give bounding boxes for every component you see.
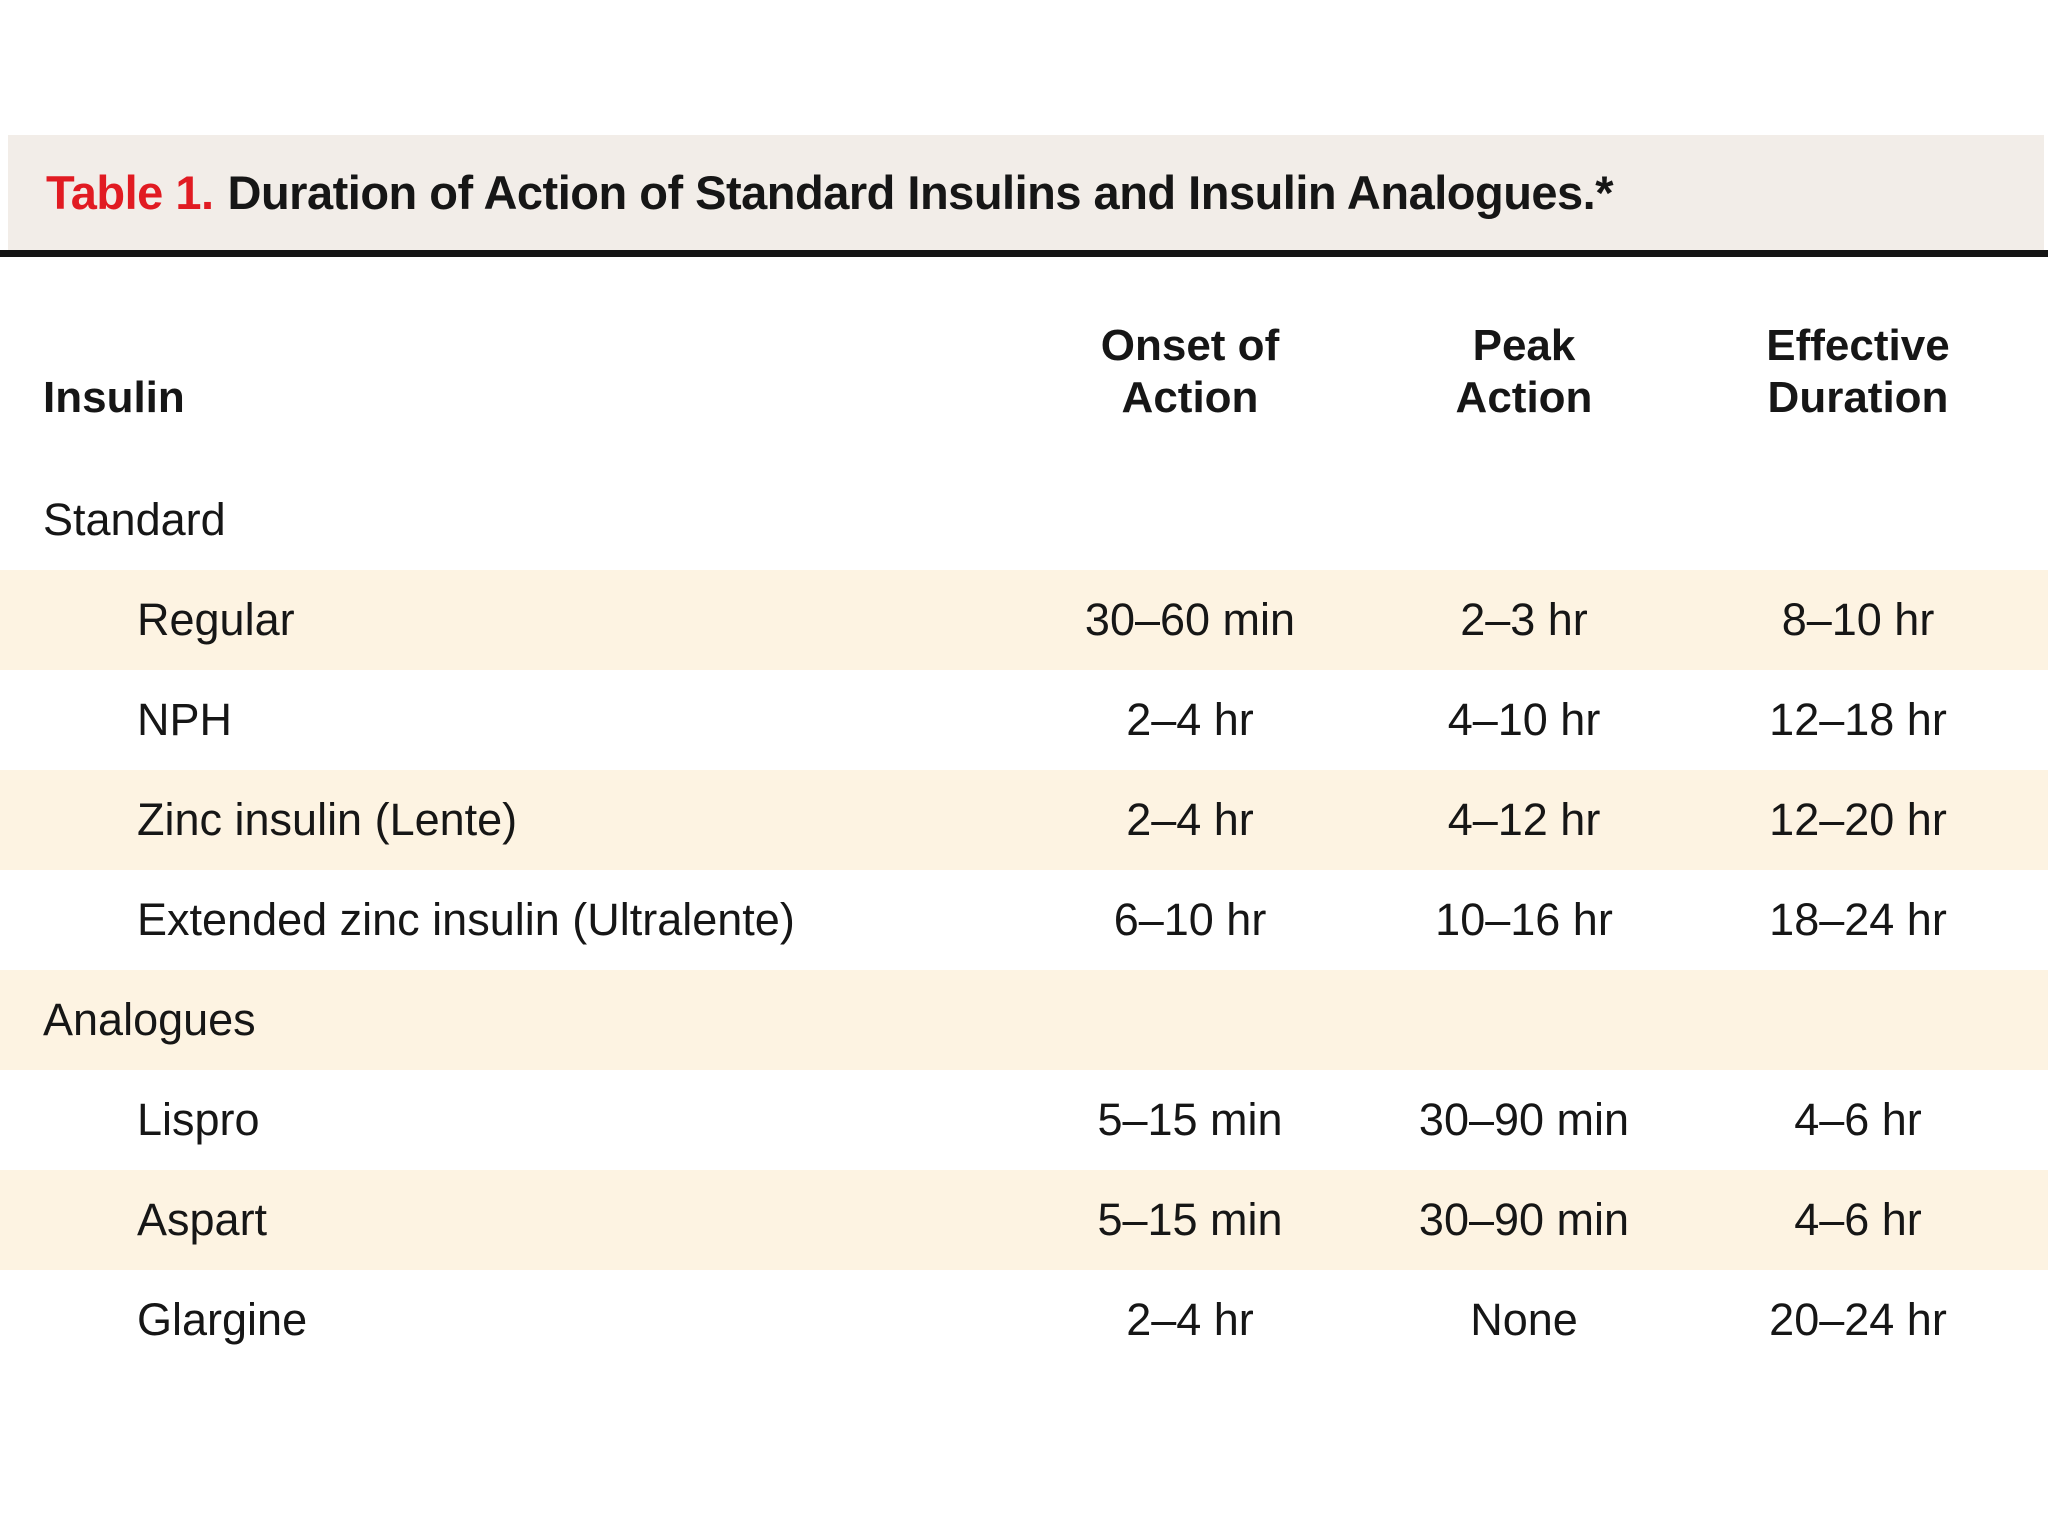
row-onset-value: 2–4 hr [1126,794,1254,845]
row-peak-value: 30–90 min [1418,1194,1630,1245]
row-onset-value: 6–10 hr [1113,894,1267,945]
row-label: Standard [43,494,226,545]
table-title-band: Table 1. Duration of Action of Standard I… [8,135,2044,250]
row-peak-value: 30–90 min [1418,1094,1630,1145]
column-header-insulin: Insulin [43,373,185,423]
row-duration-value: 4–6 hr [1794,1194,1922,1245]
row-label: Analogues [43,994,256,1045]
row-peak-value: 10–16 hr [1435,894,1613,945]
table-header-row: Insulin Onset of Action Peak Action Effe… [0,257,2048,470]
column-header-duration-line2: Duration [1767,373,1949,423]
row-peak-value: None [1470,1294,1578,1345]
row-label: Glargine [137,1294,308,1345]
table-row-glargine: Glargine 2–4 hr None 20–24 hr [0,1270,2048,1370]
table-row-aspart: Aspart 5–15 min 30–90 min 4–6 hr [0,1170,2048,1270]
row-label: NPH [137,694,233,745]
table-row-extended-zinc-insulin: Extended zinc insulin (Ultralente) 6–10 … [0,870,2048,970]
row-onset-value: 5–15 min [1097,1194,1283,1245]
column-header-duration-line1: Effective [1766,321,1950,371]
column-header-onset: Onset of Action [1025,320,1355,424]
table-body: Standard Regular 30–60 min 2–3 hr 8–10 h… [0,470,2048,1370]
row-label: Regular [137,594,295,645]
row-duration-value: 20–24 hr [1769,1294,1947,1345]
row-duration-value: 12–20 hr [1769,794,1947,845]
table-row-zinc-insulin: Zinc insulin (Lente) 2–4 hr 4–12 hr 12–2… [0,770,2048,870]
table-row-regular: Regular 30–60 min 2–3 hr 8–10 hr [0,570,2048,670]
column-header-peak-line1: Peak [1472,321,1576,371]
column-header-duration: Effective Duration [1693,320,2023,424]
row-duration-value: 18–24 hr [1769,894,1947,945]
row-duration-value: 8–10 hr [1781,594,1935,645]
table-title-text: Duration of Action of Standard Insulins … [227,166,1614,219]
table-number-label: Table 1. [46,166,214,219]
table-row-analogues-section: Analogues [0,970,2048,1070]
table-row-nph: NPH 2–4 hr 4–10 hr 12–18 hr [0,670,2048,770]
column-header-onset-line1: Onset of [1100,321,1280,371]
row-onset-value: 2–4 hr [1126,1294,1254,1345]
row-label: Lispro [137,1094,260,1145]
column-header-peak-line2: Action [1455,373,1593,423]
column-header-peak: Peak Action [1355,320,1693,424]
row-onset-value: 2–4 hr [1126,694,1254,745]
row-peak-value: 4–10 hr [1447,694,1601,745]
row-peak-value: 4–12 hr [1447,794,1601,845]
row-onset-value: 30–60 min [1084,594,1296,645]
row-onset-value: 5–15 min [1097,1094,1283,1145]
row-duration-value: 12–18 hr [1769,694,1947,745]
row-label: Aspart [137,1194,268,1245]
row-peak-value: 2–3 hr [1460,594,1588,645]
title-divider-rule [0,250,2048,257]
table-row-standard-section: Standard [0,470,2048,570]
table-title: Table 1. Duration of Action of Standard I… [46,165,1614,220]
column-header-onset-line2: Action [1121,373,1259,423]
table-row-lispro: Lispro 5–15 min 30–90 min 4–6 hr [0,1070,2048,1170]
row-label: Zinc insulin (Lente) [137,794,518,845]
row-label: Extended zinc insulin (Ultralente) [137,894,795,945]
row-duration-value: 4–6 hr [1794,1094,1922,1145]
